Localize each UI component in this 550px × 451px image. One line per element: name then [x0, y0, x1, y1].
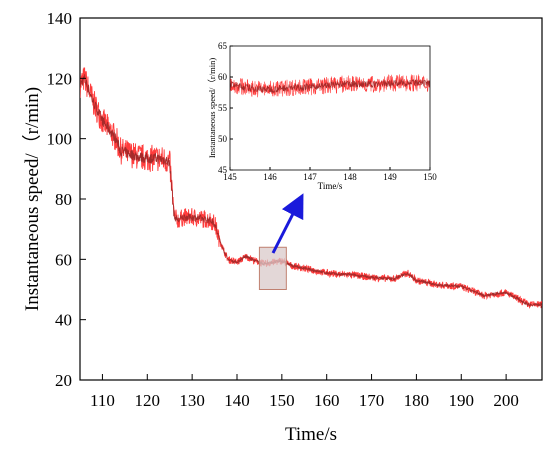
y-tick-label: 40: [55, 311, 72, 330]
x-tick-label: 180: [404, 391, 430, 410]
main-x-axis-label: Time/s: [285, 424, 337, 445]
inset-plot: 145 146 147 148 149 150 45 50 55 60 65 Time/s Ins…: [207, 41, 437, 191]
series-line: [230, 78, 430, 94]
main-x-axis: 110 120 130 140 150 160 170 180 190 200: [90, 374, 519, 410]
inset-x-axis: 145 146 147 148 149 150: [223, 167, 437, 182]
x-tick-label: 150: [423, 172, 437, 182]
x-tick-label: 120: [135, 391, 161, 410]
x-tick-label: 130: [179, 391, 205, 410]
y-tick-label: 100: [47, 130, 73, 149]
highlight-region: [258, 246, 287, 290]
y-tick-label: 65: [218, 41, 228, 51]
x-tick-label: 140: [224, 391, 250, 410]
x-tick-label: 146: [263, 172, 277, 182]
main-plot: 110 120 130 140 150 160 170 180 190 200 20 40 60 80 1…: [21, 9, 543, 445]
x-tick-label: 160: [314, 391, 340, 410]
x-tick-label: 148: [343, 172, 357, 182]
main-series-group: [80, 67, 542, 309]
inset-y-axis-label: Instantaneous speed/（r/min): [207, 58, 217, 158]
main-y-axis-label: Instantaneous speed/（r/min): [21, 87, 43, 311]
x-tick-label: 200: [493, 391, 519, 410]
inset-plot-background: [230, 46, 430, 170]
y-tick-label: 60: [55, 250, 72, 269]
x-tick-label: 145: [223, 172, 237, 182]
inset-series-group: [230, 74, 430, 98]
x-tick-label: 190: [449, 391, 475, 410]
x-tick-label: 149: [383, 172, 397, 182]
y-tick-label: 45: [218, 165, 228, 175]
x-tick-label: 150: [269, 391, 295, 410]
y-tick-label: 55: [218, 103, 228, 113]
y-tick-label: 50: [218, 134, 228, 144]
inset-x-axis-label: Time/s: [318, 181, 343, 191]
series-line: [80, 74, 542, 308]
x-tick-label: 170: [359, 391, 385, 410]
y-tick-label: 80: [55, 190, 72, 209]
y-tick-label: 140: [47, 9, 73, 28]
x-tick-label: 110: [90, 391, 115, 410]
zoom-arrow: [271, 193, 304, 254]
y-tick-label: 60: [218, 72, 228, 82]
inset-y-axis: 45 50 55 60 65: [218, 41, 233, 175]
y-tick-label: 20: [55, 371, 72, 390]
x-tick-label: 147: [303, 172, 317, 182]
y-tick-label: 120: [47, 69, 73, 88]
main-y-axis: 20 40 60 80 100 120 140: [47, 9, 86, 390]
